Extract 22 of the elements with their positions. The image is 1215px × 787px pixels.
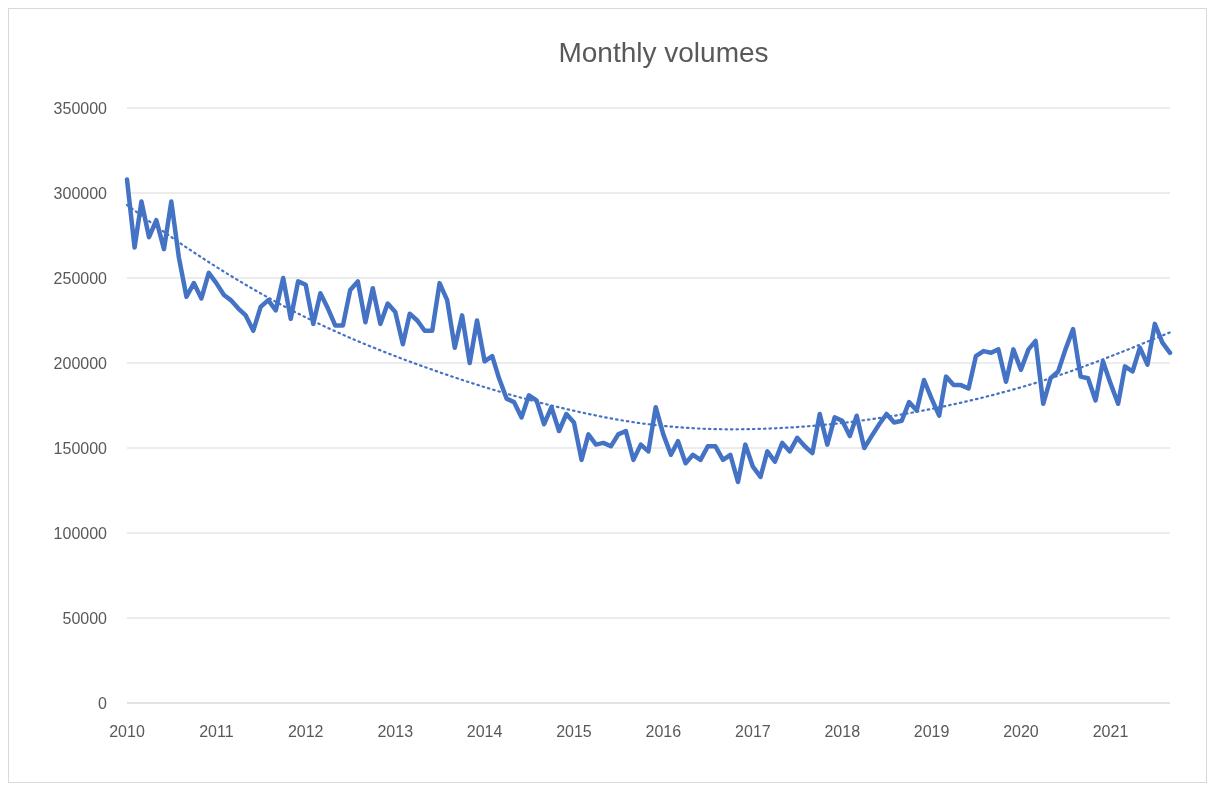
y-tick-label: 0 [98, 694, 108, 712]
y-tick-label: 100000 [53, 524, 108, 542]
y-tick-label: 350000 [53, 99, 108, 117]
y-tick-label: 250000 [53, 269, 108, 287]
x-tick-label: 2014 [466, 723, 503, 740]
y-tick-label: 50000 [62, 609, 108, 627]
x-tick-label: 2012 [287, 723, 324, 740]
x-tick-label: 2018 [824, 723, 861, 740]
x-tick-label: 2013 [377, 723, 414, 740]
x-tick-label: 2015 [556, 723, 592, 740]
x-tick-label: 2019 [913, 723, 950, 740]
x-tick-label: 2011 [199, 723, 234, 740]
x-tick-label: 2021 [1092, 723, 1129, 740]
x-tick-label: 2020 [1003, 723, 1039, 740]
chart-title: Monthly volumes [558, 37, 769, 68]
x-tick-label: 2010 [109, 723, 145, 740]
y-tick-label: 300000 [53, 184, 108, 202]
y-tick-label: 150000 [53, 439, 108, 457]
x-tick-label: 2017 [735, 723, 771, 740]
line-series [124, 177, 1173, 485]
x-tick-label: 2016 [645, 723, 682, 740]
y-tick-label: 200000 [53, 354, 108, 372]
